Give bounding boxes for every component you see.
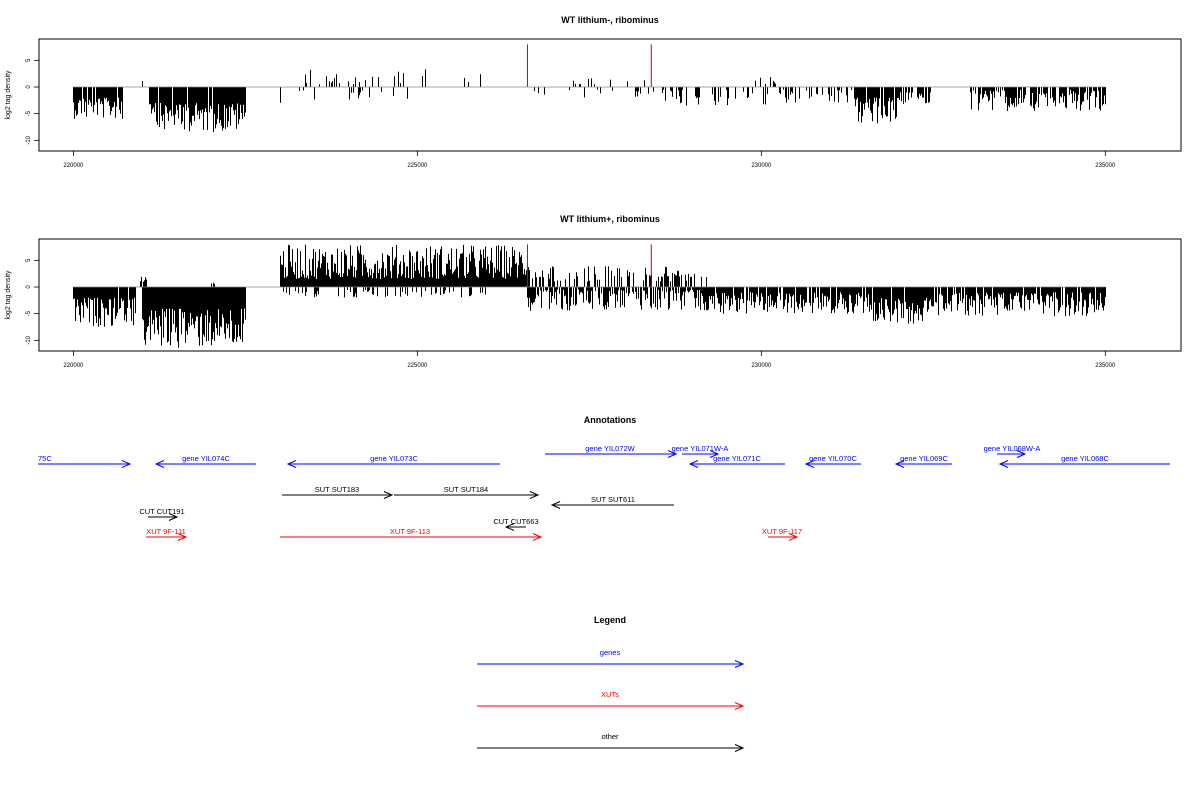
feature-arrow: [550, 501, 674, 509]
y-tick-label: -10: [26, 135, 32, 144]
feature-arrow: [682, 450, 720, 458]
feature-label: gene YIL072W: [585, 444, 635, 453]
y-tick-label: -10: [26, 335, 32, 344]
feature-arrow: [998, 460, 1170, 468]
feature-arrow: [282, 491, 394, 499]
feature-label: XUT 9F-111: [146, 527, 186, 536]
legend-label: other: [601, 732, 619, 741]
axes: 220000 225000 230000 235000 -10 -5 0 5: [26, 258, 1116, 369]
plot-frame: [38, 38, 1182, 152]
y-tick-label: 5: [26, 258, 32, 262]
y-axis-label: log2 tag density: [5, 70, 12, 120]
panel-title: WT lithium-, ribominus: [561, 15, 659, 25]
plot-frame: [38, 238, 1182, 352]
feature-arrow: [286, 460, 500, 468]
y-tick-label: -5: [26, 310, 32, 316]
legend-label: XUTs: [601, 690, 619, 699]
feature-label: gene YIL068W-A: [984, 444, 1041, 453]
x-tick-label: 235000: [1095, 363, 1116, 369]
panel-lithium-plus: WT lithium+, ribominus log2 tag density …: [5, 214, 1182, 369]
x-tick-label: 225000: [407, 163, 428, 169]
feature-label: gene YIL071C: [713, 454, 761, 463]
legend-arrow: [477, 702, 745, 710]
y-tick-label: 0: [26, 85, 32, 89]
feature-label: gene YIL074C: [182, 454, 230, 463]
feature-arrow: [146, 533, 188, 541]
feature-arrow: [504, 523, 526, 531]
feature-label: SUT SUT611: [591, 495, 635, 504]
feature-label: XUT 9F-113: [390, 527, 430, 536]
panel-title: WT lithium+, ribominus: [560, 214, 660, 224]
feature-arrow: [148, 513, 179, 521]
feature-label: gene YIL068C: [1061, 454, 1109, 463]
feature-arrow: [545, 450, 678, 458]
y-tick-label: 0: [26, 285, 32, 289]
legend-section: Legend genes XUTs other: [477, 615, 745, 752]
annotations-section: Annotations 75C gene YIL074C gene YIL073C g…: [38, 415, 1170, 541]
annotation-features: 75C gene YIL074C gene YIL073C gene YIL072W g…: [38, 444, 1170, 541]
x-tick-label: 230000: [751, 363, 772, 369]
feature-arrow: [768, 533, 799, 541]
signal-bar: [73, 244, 1106, 348]
feature-label: gene YIL069C: [900, 454, 948, 463]
legend-title: Legend: [594, 615, 626, 625]
feature-arrow: [280, 533, 543, 541]
y-tick-label: 5: [26, 58, 32, 62]
feature-label: SUT SUT183: [315, 485, 359, 494]
legend-label: genes: [600, 648, 621, 657]
feature-arrow: [154, 460, 256, 468]
axes: 220000 225000 230000 235000 -10 -5 0 5: [26, 58, 1116, 169]
feature-arrow: [997, 450, 1027, 458]
y-axis-label: log2 tag density: [5, 270, 12, 320]
legend-items: genes XUTs other: [477, 648, 745, 752]
feature-label: gene YIL070C: [809, 454, 857, 463]
feature-label: SUT SUT184: [444, 485, 488, 494]
feature-label: XUT 9F-117: [762, 527, 802, 536]
x-tick-label: 235000: [1095, 163, 1116, 169]
x-tick-label: 220000: [63, 163, 84, 169]
feature-arrow: [394, 491, 540, 499]
x-tick-label: 230000: [751, 163, 772, 169]
feature-arrow: [804, 460, 861, 468]
feature-label: gene YIL071W-A: [672, 444, 729, 453]
x-tick-label: 225000: [407, 363, 428, 369]
signal-bars: [73, 244, 1106, 348]
legend-arrow: [477, 660, 745, 668]
feature-label: CUT CUT191: [139, 507, 184, 516]
feature-label: CUT CUT663: [493, 517, 538, 526]
annotations-title: Annotations: [584, 415, 637, 425]
panel-lithium-minus: WT lithium-, ribominus log2 tag density …: [5, 15, 1182, 169]
feature-label: 75C: [38, 454, 52, 463]
x-tick-label: 220000: [63, 363, 84, 369]
feature-arrow: [894, 460, 952, 468]
signal-bars: [73, 44, 1106, 132]
signal-bar: [73, 69, 1106, 132]
legend-arrow: [477, 744, 745, 752]
y-tick-label: -5: [26, 110, 32, 116]
feature-label: gene YIL073C: [370, 454, 418, 463]
feature-arrow: [38, 460, 132, 468]
feature-arrow: [688, 460, 785, 468]
